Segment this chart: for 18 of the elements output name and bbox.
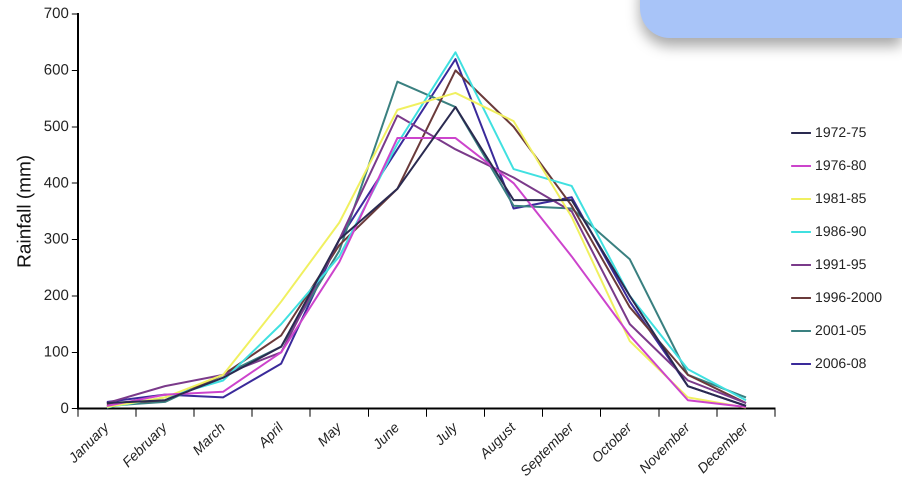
y-tick-label: 500 bbox=[44, 118, 69, 135]
y-axis-title: Rainfall (mm) bbox=[14, 154, 36, 268]
legend-label: 1972-75 bbox=[815, 124, 867, 140]
legend-label: 2006-08 bbox=[815, 354, 867, 371]
legend-label: 1976-80 bbox=[815, 156, 867, 173]
y-tick-label: 400 bbox=[44, 174, 69, 192]
y-tick-label: 0 bbox=[60, 400, 69, 417]
y-tick-label: 100 bbox=[44, 343, 69, 360]
legend-label: 1991-95 bbox=[815, 256, 867, 272]
legend-label: 1981-85 bbox=[815, 190, 867, 206]
y-tick-label: 300 bbox=[44, 230, 69, 248]
legend-label: 2001-05 bbox=[815, 322, 867, 338]
y-tick-label: 600 bbox=[44, 62, 69, 79]
x-tick-label: July bbox=[430, 418, 462, 449]
legend-label: 1986-90 bbox=[815, 222, 867, 239]
y-tick-label: 700 bbox=[44, 5, 69, 22]
y-tick-label: 200 bbox=[44, 287, 69, 304]
legend-label: 1996-2000 bbox=[815, 288, 882, 305]
